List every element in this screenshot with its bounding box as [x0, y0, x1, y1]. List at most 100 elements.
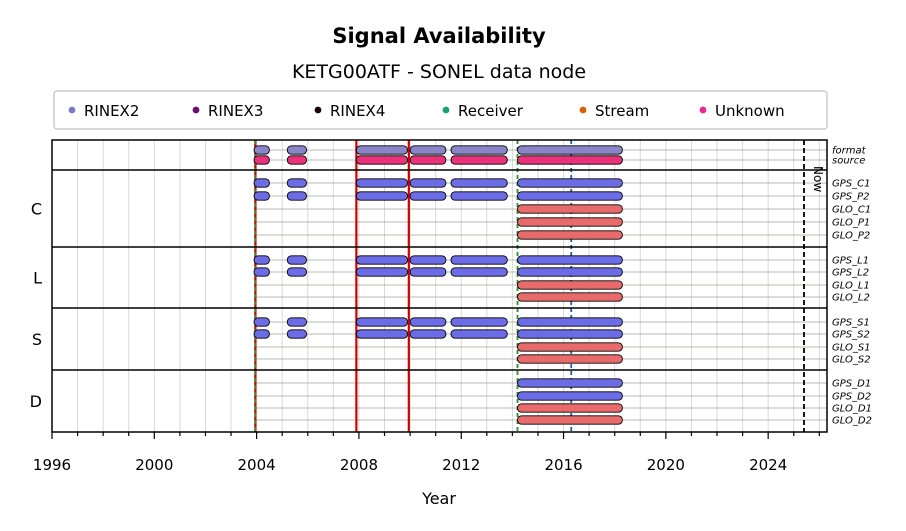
bar-source: [450, 155, 508, 165]
legend-label: RINEX2: [84, 102, 139, 120]
x-tick-label: 2016: [544, 456, 582, 474]
bar-format: [286, 145, 307, 155]
bar-gps_l1: [253, 255, 270, 265]
bar-gps_s1: [355, 317, 408, 327]
bar-gps_l1: [409, 255, 447, 265]
group-label-d: D: [30, 392, 42, 411]
bar-gps_p2: [286, 191, 307, 201]
legend-item-rinex3: RINEX3: [192, 102, 263, 120]
bar-glo_p2: [517, 230, 623, 240]
bar-gps_l2: [355, 267, 408, 277]
bar-glo_s2: [517, 354, 623, 364]
bar-gps_c1: [355, 178, 408, 188]
row-label-glo_s1: GLO_S1: [832, 343, 871, 354]
bar-gps_c1: [253, 178, 270, 188]
bar-format: [450, 145, 508, 155]
bar-gps_l2: [450, 267, 508, 277]
group-labels: C L S D: [30, 200, 42, 412]
bar-gps_p2: [517, 191, 623, 201]
bar-glo_d2: [517, 415, 623, 425]
bar-gps_l1: [450, 255, 508, 265]
bar-format: [253, 145, 270, 155]
group-label-l: L: [33, 269, 42, 288]
bar-glo_l2: [517, 292, 623, 302]
x-tick-label: 2020: [647, 456, 685, 474]
group-label-s: S: [32, 330, 42, 349]
bar-glo_l1: [517, 280, 623, 290]
bar-gps_l1: [286, 255, 307, 265]
bar-source: [253, 155, 270, 165]
x-tick-label: 2008: [340, 456, 378, 474]
bar-gps_l1: [355, 255, 408, 265]
bar-format: [409, 145, 447, 155]
chart-title: Signal Availability: [332, 24, 546, 48]
bar-gps_s2: [450, 329, 508, 339]
legend-marker: [192, 106, 200, 114]
bar-gps_l2: [409, 267, 447, 277]
legend-item-unknown: Unknown: [699, 102, 785, 120]
legend-marker: [314, 106, 322, 114]
row-label-glo_c1: GLO_C1: [832, 205, 871, 216]
row-label-glo_l2: GLO_L2: [832, 293, 870, 304]
legend-item-rinex4: RINEX4: [314, 102, 385, 120]
bar-source: [409, 155, 447, 165]
legend-label: RINEX3: [208, 102, 263, 120]
bar-glo_p1: [517, 217, 623, 227]
bar-gps_p2: [253, 191, 270, 201]
legend-marker: [699, 106, 707, 114]
x-tick-label: 2000: [135, 456, 173, 474]
bar-gps_s2: [253, 329, 270, 339]
bar-gps_s2: [409, 329, 447, 339]
bar-source: [517, 155, 623, 165]
legend-marker: [442, 106, 450, 114]
bar-glo_c1: [517, 204, 623, 214]
x-tick-label: 2012: [442, 456, 480, 474]
event-lines: [254, 140, 573, 432]
row-label-gps_s1: GPS_S1: [832, 318, 870, 329]
bar-gps_s2: [286, 329, 307, 339]
x-tick-label: 2024: [749, 456, 787, 474]
x-tick-label: 2004: [238, 456, 276, 474]
legend-marker: [579, 106, 587, 114]
row-label-gps_d2: GPS_D2: [832, 392, 871, 403]
x-axis-label: Year: [421, 489, 456, 508]
legend: RINEX2 RINEX3 RINEX4 Receiver Stream Unknown: [53, 90, 828, 130]
bar-gps_p2: [355, 191, 408, 201]
bar-format: [517, 145, 623, 155]
bar-glo_d1: [517, 403, 623, 413]
availability-bars: [253, 145, 623, 425]
row-label-glo_s2: GLO_S2: [832, 355, 871, 366]
legend-item-receiver: Receiver: [442, 102, 524, 120]
plot-frame: [51, 139, 828, 433]
x-tick-label: 1996: [33, 456, 71, 474]
bar-gps_l2: [253, 267, 270, 277]
bar-gps_l2: [286, 267, 307, 277]
bar-gps_c1: [450, 178, 508, 188]
bar-source: [355, 155, 408, 165]
bar-format: [355, 145, 408, 155]
bar-gps_d2: [517, 391, 623, 401]
row-label-glo_d2: GLO_D2: [832, 416, 872, 427]
row-label-gps_l1: GPS_L1: [832, 256, 869, 267]
row-label-glo_l1: GLO_L1: [832, 281, 870, 292]
bar-glo_s1: [517, 342, 623, 352]
legend-label: RINEX4: [330, 102, 385, 120]
bar-gps_l2: [517, 267, 623, 277]
x-axis-ticks: 1996 2000 2004 2008 2012 2016 2020 2024: [33, 432, 820, 474]
row-label-gps_c1: GPS_C1: [832, 179, 870, 190]
legend-label: Stream: [595, 102, 649, 120]
bar-gps_l1: [517, 255, 623, 265]
group-separators: [52, 169, 827, 371]
bar-gps_s1: [253, 317, 270, 327]
row-label-gps_d1: GPS_D1: [832, 379, 871, 390]
row-label-source: source: [832, 156, 865, 167]
group-label-c: C: [31, 200, 42, 219]
bar-gps_c1: [517, 178, 623, 188]
bar-gps_d1: [517, 378, 623, 388]
legend-frame: [53, 90, 828, 130]
bar-source: [286, 155, 307, 165]
row-label-glo_d1: GLO_D1: [832, 404, 872, 415]
legend-marker: [68, 106, 76, 114]
